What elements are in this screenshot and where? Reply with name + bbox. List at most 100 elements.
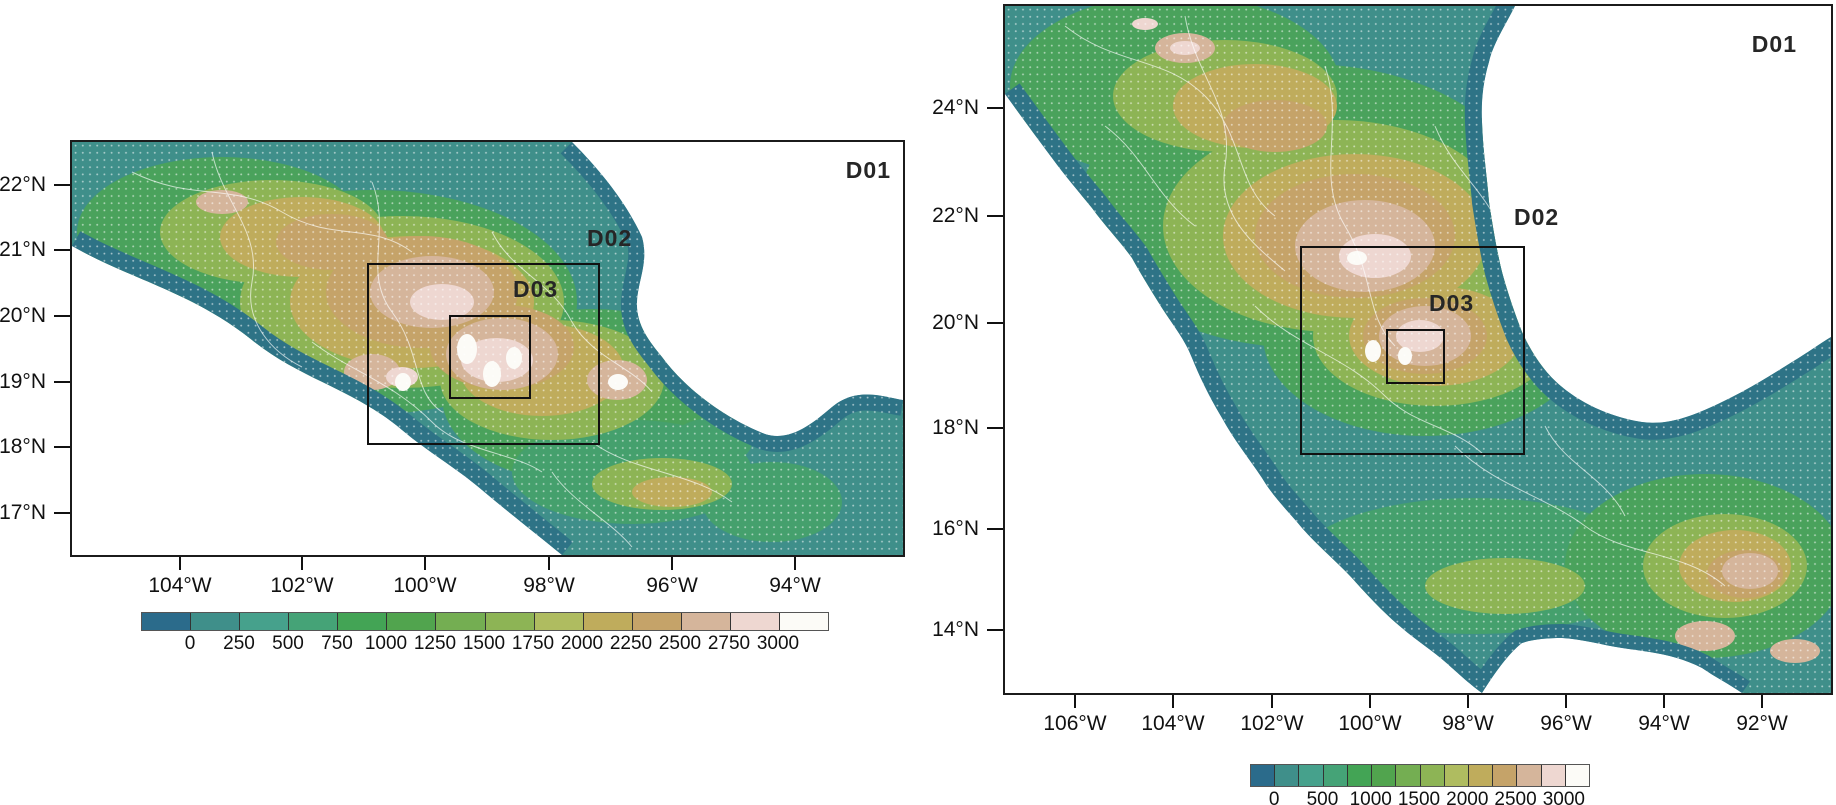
colorbar-segment (681, 613, 731, 630)
colorbar-segment (240, 613, 290, 630)
x-tick-mark (794, 557, 796, 570)
x-tick-label: 92°W (1736, 712, 1788, 735)
colorbar-segment (1517, 765, 1542, 786)
x-tick-mark (1565, 695, 1567, 708)
domain-box-d03 (1386, 329, 1445, 384)
x-tick-label: 104°W (1141, 712, 1205, 735)
x-tick-label: 100°W (1338, 712, 1402, 735)
y-tick-label: 16°N (932, 517, 979, 540)
y-tick-label: 17°N (0, 501, 46, 524)
colorbar-tick-label: 500 (272, 633, 304, 654)
colorbar-tick-label: 750 (321, 633, 353, 654)
colorbar-segment (1323, 765, 1348, 786)
y-tick-mark (987, 322, 1003, 324)
domain-label-d01: D01 (845, 157, 891, 183)
y-tick-mark (54, 381, 70, 383)
map-left: D01 D02 D03 (70, 140, 905, 557)
domain-box-d03 (449, 315, 531, 399)
y-tick-label: 18°N (932, 416, 979, 439)
colorbar-strip (141, 612, 829, 631)
colorbar-segment (1420, 765, 1445, 786)
colorbar-tick-label: 1000 (1349, 789, 1392, 805)
y-tick-mark (987, 107, 1003, 109)
x-tick-label: 106°W (1043, 712, 1107, 735)
colorbar-segment (780, 613, 829, 630)
y-tick-label: 20°N (0, 304, 46, 327)
colorbar-segment (1372, 765, 1397, 786)
colorbar-tick-label: 2000 (1446, 789, 1489, 805)
colorbar-tick-label: 2750 (707, 633, 751, 654)
colorbar-segment (289, 613, 339, 630)
colorbar-tick-label: 1500 (462, 633, 506, 654)
map-right: D01 D02 D03 (1003, 4, 1833, 695)
x-tick-mark (1271, 695, 1273, 708)
y-tick-label: 18°N (0, 435, 46, 458)
x-tick-mark (671, 557, 673, 570)
x-tick-label: 100°W (393, 574, 457, 597)
x-tick-mark (1172, 695, 1174, 708)
x-tick-label: 104°W (148, 574, 212, 597)
colorbar-segment (191, 613, 241, 630)
colorbar-segment (1396, 765, 1421, 786)
x-tick-label: 102°W (270, 574, 334, 597)
colorbar-segment (338, 613, 388, 630)
colorbar-segment (1299, 765, 1324, 786)
colorbar-tick-label: 2500 (1494, 789, 1537, 805)
y-tick-label: 24°N (932, 96, 979, 119)
domain-label-d03: D03 (1429, 290, 1475, 316)
colorbar-tick-label: 3000 (1542, 789, 1585, 805)
colorbar-tick-label: 2000 (560, 633, 604, 654)
colorbar-segment (730, 613, 781, 630)
terrain-svg-right (1005, 6, 1831, 693)
y-tick-label: 19°N (0, 370, 46, 393)
x-tick-mark (1663, 695, 1665, 708)
x-tick-label: 96°W (1540, 712, 1592, 735)
x-tick-label: 98°W (523, 574, 575, 597)
y-tick-label: 14°N (932, 618, 979, 641)
y-tick-mark (987, 528, 1003, 530)
x-tick-label: 102°W (1240, 712, 1304, 735)
y-tick-mark (987, 629, 1003, 631)
colorbar-segment (436, 613, 486, 630)
colorbar-segment (1565, 765, 1590, 786)
colorbar-segment (1468, 765, 1494, 786)
y-tick-label: 22°N (0, 173, 46, 196)
x-tick-label: 96°W (646, 574, 698, 597)
domain-label-d01: D01 (1751, 31, 1797, 57)
x-tick-label: 94°W (1638, 712, 1690, 735)
colorbar-segment (1493, 765, 1518, 786)
domain-label-d02: D02 (1514, 204, 1560, 230)
x-tick-mark (1074, 695, 1076, 708)
x-tick-mark (1369, 695, 1371, 708)
terrain-svg-left (72, 142, 903, 555)
colorbar-segment (1275, 765, 1300, 786)
colorbar-segment (1347, 765, 1373, 786)
y-tick-mark (54, 249, 70, 251)
y-tick-label: 20°N (932, 311, 979, 334)
y-tick-mark (987, 427, 1003, 429)
colorbar-segment (387, 613, 437, 630)
y-tick-mark (54, 184, 70, 186)
colorbar-tick-label: 2500 (658, 633, 702, 654)
x-tick-label: 94°W (769, 574, 821, 597)
x-tick-mark (301, 557, 303, 570)
y-tick-label: 21°N (0, 238, 46, 261)
colorbar-segment (534, 613, 584, 630)
y-tick-mark (987, 215, 1003, 217)
domain-label-d03: D03 (513, 276, 559, 302)
x-tick-label: 98°W (1442, 712, 1494, 735)
colorbar-strip (1250, 764, 1590, 787)
colorbar-segment (485, 613, 535, 630)
colorbar-tick-label: 0 (184, 633, 196, 654)
y-tick-mark (54, 446, 70, 448)
colorbar-segment (1444, 765, 1469, 786)
x-tick-mark (1467, 695, 1469, 708)
domain-box-d02 (1300, 246, 1525, 455)
colorbar-tick-label: 250 (223, 633, 255, 654)
x-tick-mark (424, 557, 426, 570)
colorbar-tick-label: 1750 (511, 633, 555, 654)
x-tick-mark (179, 557, 181, 570)
colorbar-segment (1251, 765, 1276, 786)
colorbar-tick-label: 1250 (413, 633, 457, 654)
y-tick-mark (54, 315, 70, 317)
